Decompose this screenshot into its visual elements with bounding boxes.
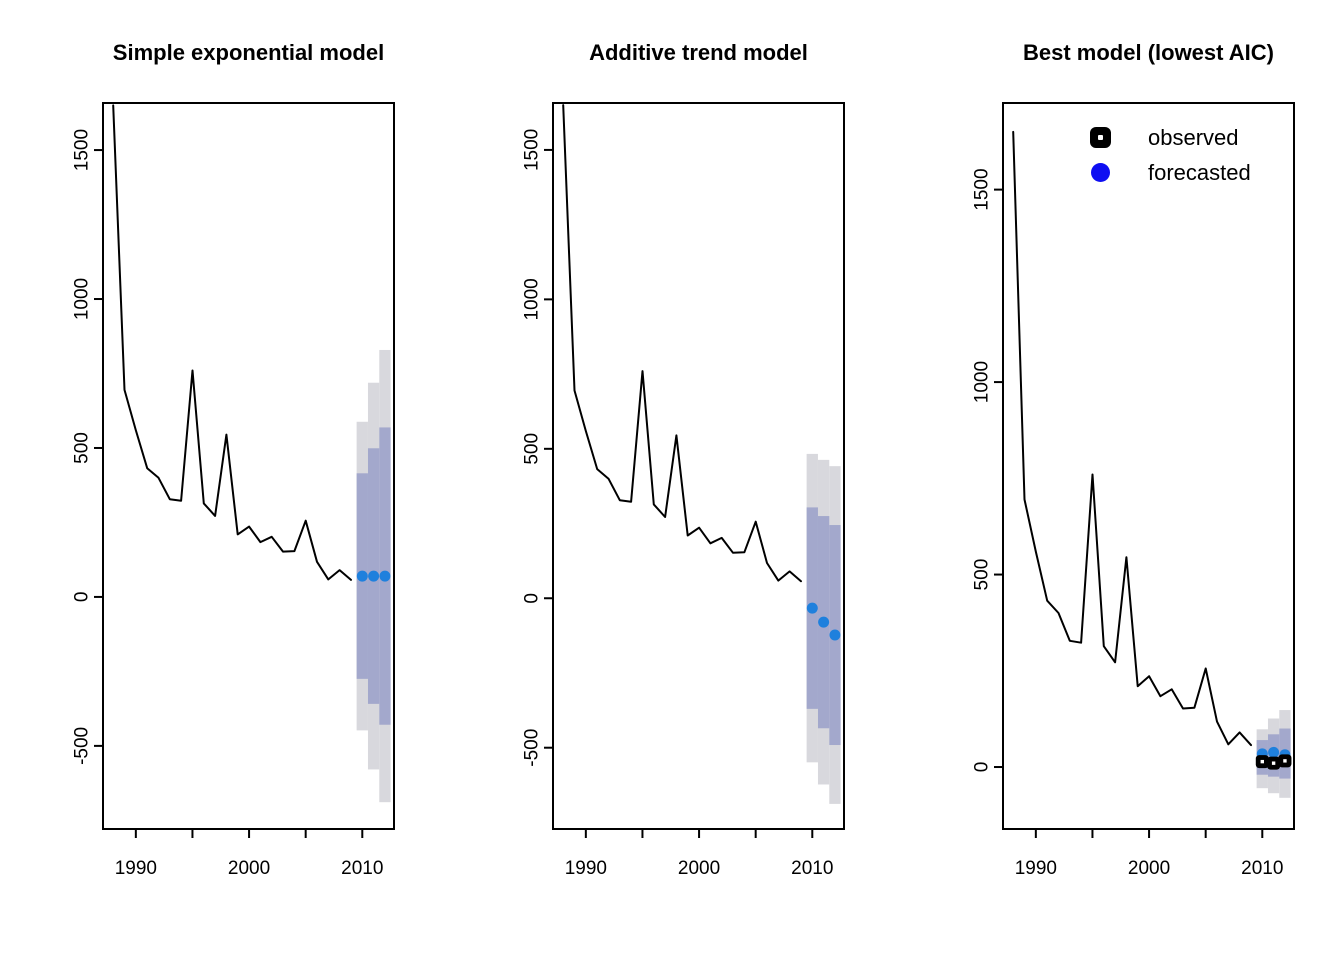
- y-tick-label: 1500: [972, 168, 993, 210]
- y-tick-label: 500: [972, 559, 993, 591]
- forecast-dot: [356, 570, 368, 582]
- observed-marker-icon: [1089, 127, 1111, 148]
- plot-box: [1002, 102, 1295, 830]
- y-tick-label: 500: [72, 432, 93, 464]
- x-tick-label: 1990: [115, 858, 157, 879]
- x-tick-label: 2010: [791, 858, 833, 879]
- y-tick-label: 0: [72, 592, 93, 603]
- x-tick-label: 2000: [1128, 858, 1170, 879]
- observed-point-inner-dot: [1260, 759, 1264, 764]
- y-tick-label: 1000: [72, 278, 93, 320]
- forecast-dot: [368, 570, 380, 582]
- panel-title-additive-trend: Additive trend model: [589, 40, 808, 65]
- forecast-dot: [818, 616, 830, 628]
- legend-label-forecasted: forecasted: [1148, 159, 1251, 185]
- panel-title-best-model: Best model (lowest AIC): [1023, 40, 1274, 65]
- y-tick-label: 0: [522, 593, 543, 604]
- x-tick-label: 2000: [228, 858, 270, 879]
- x-tick-label: 2000: [678, 858, 720, 879]
- y-tick-label: 1500: [72, 129, 93, 171]
- y-tick-label: 1500: [522, 129, 543, 171]
- observed-marker-inner-dot: [1097, 135, 1103, 140]
- forecast-dot: [806, 602, 818, 614]
- y-tick-label: -500: [72, 727, 93, 765]
- y-tick-label: -500: [522, 729, 543, 767]
- legend-row-forecasted: forecasted: [1088, 155, 1251, 190]
- legend: observed forecasted: [1088, 120, 1251, 190]
- x-tick-label: 2010: [1241, 858, 1283, 879]
- observed-point-inner-dot: [1283, 759, 1287, 763]
- historical-line: [1012, 130, 1252, 747]
- panel-title-simple-exponential: Simple exponential model: [112, 40, 385, 65]
- y-tick-label: 0: [972, 762, 993, 773]
- y-tick-label: 1000: [972, 361, 993, 403]
- forecast-dot: [1268, 746, 1280, 758]
- x-tick-label: 1990: [565, 858, 607, 879]
- x-tick-label: 1990: [1015, 858, 1057, 879]
- legend-label-observed: observed: [1148, 124, 1239, 150]
- legend-row-observed: observed: [1088, 120, 1251, 155]
- x-tick-label: 2010: [341, 858, 383, 879]
- y-tick-label: 500: [522, 433, 543, 465]
- historical-line: [112, 104, 352, 581]
- forecasted-marker-icon: [1090, 163, 1110, 182]
- y-tick-label: 1000: [522, 278, 543, 320]
- historical-line: [562, 104, 802, 583]
- forecast-dot: [829, 629, 841, 641]
- observed-point-inner-dot: [1271, 761, 1276, 765]
- forecast-dot: [379, 570, 391, 582]
